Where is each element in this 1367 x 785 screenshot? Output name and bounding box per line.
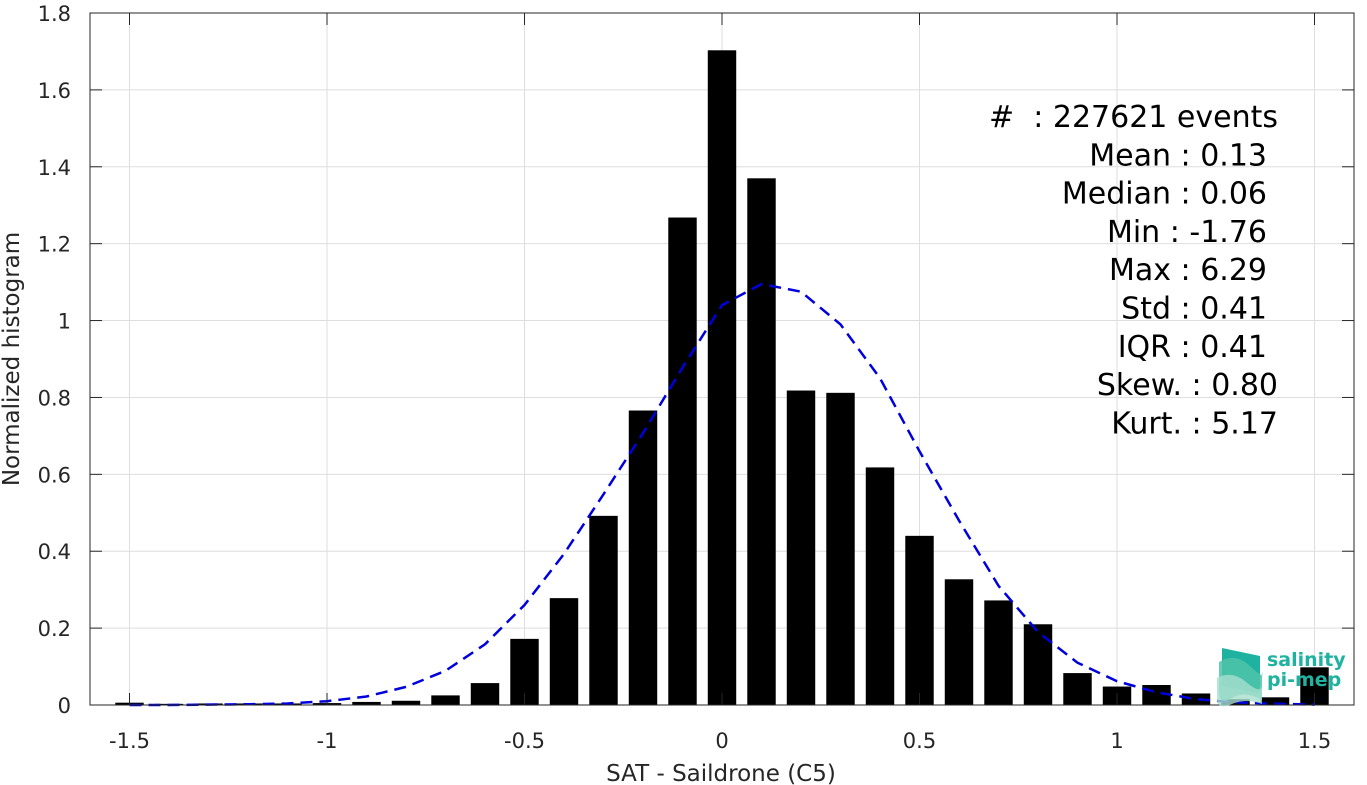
y-axis-label: Normalized histogram — [0, 232, 25, 486]
histogram-bar — [865, 467, 895, 705]
stats-line: Max : 6.29 — [1109, 253, 1267, 288]
salinity-pi-mep-logo: salinity pi-mep — [1217, 648, 1346, 707]
y-tick-label: 1.8 — [38, 2, 71, 26]
stats-line: Mean : 0.13 — [1089, 138, 1267, 173]
histogram-bar — [905, 535, 934, 705]
stats-line: # : 227621 events — [989, 100, 1278, 135]
histogram-bar — [1260, 697, 1290, 705]
x-tick-label: 0.5 — [903, 729, 936, 753]
x-tick-label: 0 — [715, 729, 728, 753]
histogram-bar — [668, 217, 697, 705]
histogram-bar — [944, 579, 974, 705]
stats-line: Std : 0.41 — [1121, 292, 1267, 327]
logo-wave-icon — [1217, 648, 1263, 707]
histogram-bar — [1023, 624, 1053, 705]
histogram-bar — [431, 695, 460, 705]
y-tick-labels: 0 0.2 0.4 0.6 0.8 1 1.2 1.4 1.6 1.8 — [38, 2, 71, 718]
x-tick-label: -1.5 — [109, 729, 150, 753]
histogram-bar — [589, 515, 618, 705]
histogram-bars — [115, 50, 1329, 706]
logo-line-2: pi-mep — [1267, 669, 1341, 691]
stats-line: Min : -1.76 — [1107, 215, 1267, 250]
histogram-bar — [628, 410, 658, 705]
stats-line: Median : 0.06 — [1062, 177, 1267, 212]
y-tick-label: 1.4 — [38, 156, 71, 180]
histogram-bar — [786, 390, 816, 705]
histogram-bar — [470, 683, 500, 705]
x-tick-label: 1 — [1110, 729, 1123, 753]
histogram-bar — [549, 598, 579, 705]
histogram-bar — [1063, 673, 1092, 705]
x-tick-label: -1 — [317, 729, 338, 753]
y-tick-label: 0.2 — [38, 617, 71, 641]
y-tick-label: 1 — [58, 310, 71, 334]
y-tick-label: 1.2 — [38, 233, 71, 257]
histogram-bar — [391, 700, 421, 705]
x-tick-labels: -1.5 -1 -0.5 0 0.5 1 1.5 — [109, 729, 1331, 753]
stats-line: Skew. : 0.80 — [1097, 368, 1278, 403]
x-tick-label: -0.5 — [504, 729, 545, 753]
histogram-bar — [984, 600, 1013, 705]
logo-line-1: salinity — [1267, 649, 1346, 671]
histogram-bar — [1181, 693, 1211, 705]
y-tick-label: 0 — [58, 694, 71, 718]
y-tick-label: 0.6 — [38, 463, 71, 487]
stats-line: IQR : 0.41 — [1118, 330, 1267, 365]
axis-ticks — [90, 12, 1354, 706]
histogram-bar — [707, 50, 737, 705]
histogram-bar — [352, 701, 381, 705]
stats-line: Kurt. : 5.17 — [1111, 406, 1278, 441]
x-tick-label: 1.5 — [1298, 729, 1331, 753]
histogram-bar — [826, 392, 855, 705]
x-axis-label: SAT - Saildrone (C5) — [606, 761, 836, 785]
histogram-bar — [747, 178, 776, 706]
y-tick-label: 0.8 — [38, 386, 71, 410]
y-tick-label: 0.4 — [38, 540, 71, 564]
y-tick-label: 1.6 — [38, 79, 71, 103]
